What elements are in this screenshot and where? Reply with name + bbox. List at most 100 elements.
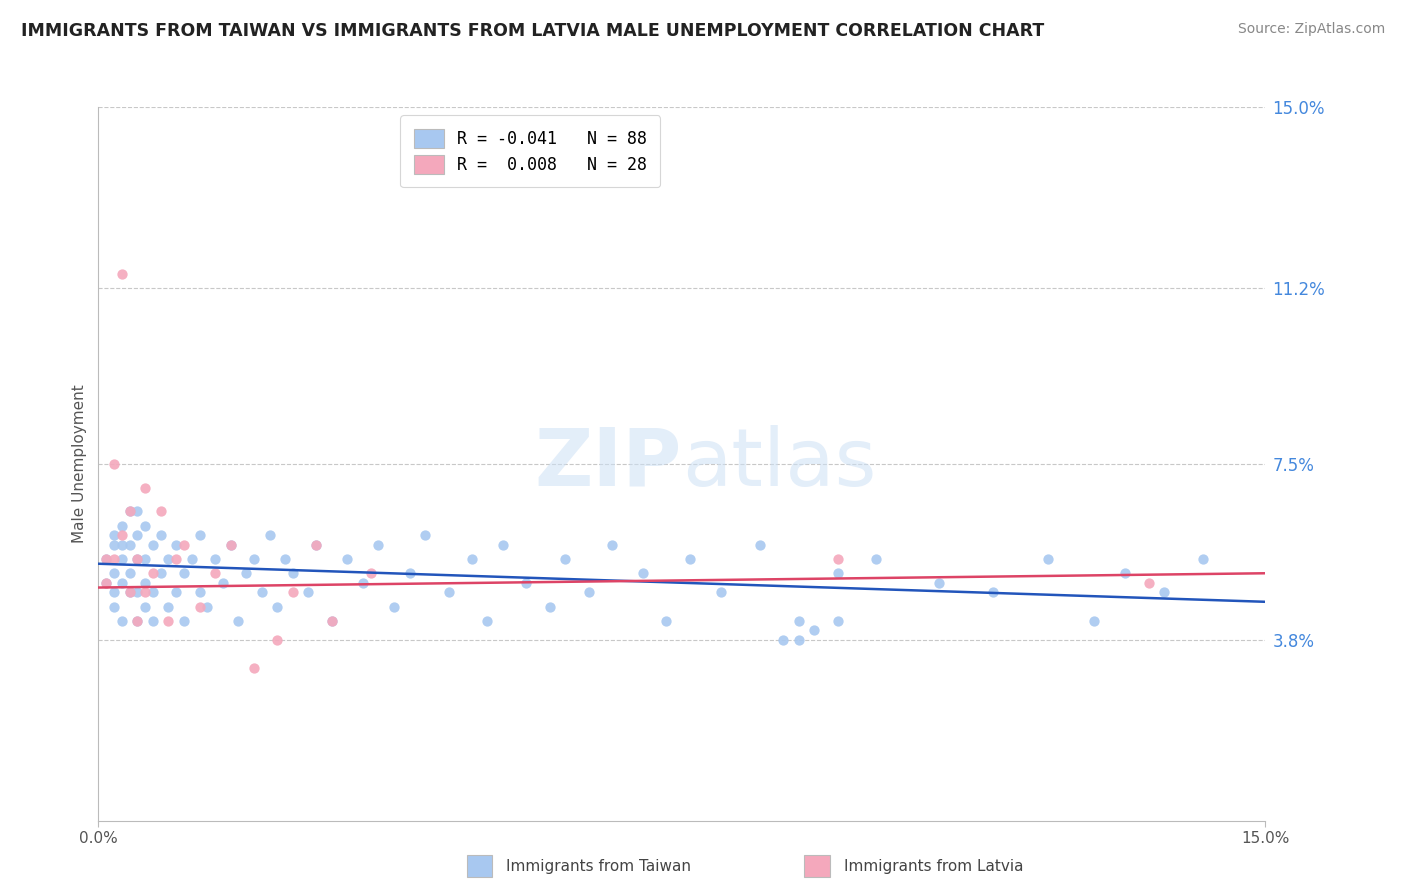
Point [103,457,125,471]
Point [118,566,141,581]
Point [127,552,149,566]
Point [1083,614,1105,628]
Point [173,614,195,628]
Point [235,566,257,581]
Point [111,538,134,552]
Point [111,552,134,566]
Point [188,585,211,599]
Text: Source: ZipAtlas.com: Source: ZipAtlas.com [1237,22,1385,37]
Point [1036,552,1059,566]
Point [367,538,389,552]
Legend: R = -0.041   N = 88, R =  0.008   N = 28: R = -0.041 N = 88, R = 0.008 N = 28 [401,115,661,187]
Point [250,585,273,599]
Point [305,538,328,552]
Point [219,538,242,552]
Point [787,632,810,647]
Point [118,504,141,518]
Point [360,566,382,581]
Point [142,538,165,552]
Point [134,552,156,566]
Point [928,575,950,590]
Point [127,504,149,518]
Point [111,614,134,628]
Y-axis label: Male Unemployment: Male Unemployment [72,384,87,543]
Point [492,538,515,552]
Point [243,661,266,675]
Point [679,552,702,566]
Point [413,528,436,542]
Point [149,504,172,518]
Point [111,528,134,542]
Point [134,481,156,495]
Point [127,552,149,566]
Point [103,566,125,581]
Point [212,575,235,590]
Point [243,552,266,566]
Point [118,585,141,599]
Point [600,538,623,552]
Point [281,585,304,599]
Point [180,552,202,566]
Text: Immigrants from Latvia: Immigrants from Latvia [844,859,1024,873]
Point [96,575,118,590]
Point [173,566,195,581]
Point [631,566,654,581]
Point [461,552,484,566]
Point [204,566,226,581]
Point [710,585,733,599]
Text: atlas: atlas [682,425,876,503]
Point [228,614,250,628]
Point [787,614,810,628]
Point [274,552,297,566]
Point [188,599,211,614]
Point [165,552,187,566]
Point [1192,552,1215,566]
Point [336,552,359,566]
Point [281,566,304,581]
Point [127,528,149,542]
Point [803,624,825,638]
Point [827,552,849,566]
Point [204,552,226,566]
Point [142,566,165,581]
Point [134,585,156,599]
Point [103,585,125,599]
Point [157,599,180,614]
Point [157,614,180,628]
Point [554,552,576,566]
Point [134,599,156,614]
Point [142,614,165,628]
Point [127,614,149,628]
Point [655,614,678,628]
Point [321,614,343,628]
Point [96,575,118,590]
Point [219,538,242,552]
Point [827,566,849,581]
Point [96,552,118,566]
Point [1137,575,1160,590]
Point [305,538,328,552]
Point [195,599,218,614]
Point [165,538,187,552]
Point [865,552,887,566]
Point [103,538,125,552]
Point [103,552,125,566]
Text: ZIP: ZIP [534,425,682,503]
Point [398,566,420,581]
Point [96,552,118,566]
Point [437,585,460,599]
Point [297,585,319,599]
Point [259,528,281,542]
Point [127,614,149,628]
Point [127,585,149,599]
Point [266,599,288,614]
Point [118,504,141,518]
Point [157,552,180,566]
Point [538,599,561,614]
Point [578,585,600,599]
Point [827,614,849,628]
Point [772,632,794,647]
Point [515,575,537,590]
Point [111,518,134,533]
Point [134,575,156,590]
